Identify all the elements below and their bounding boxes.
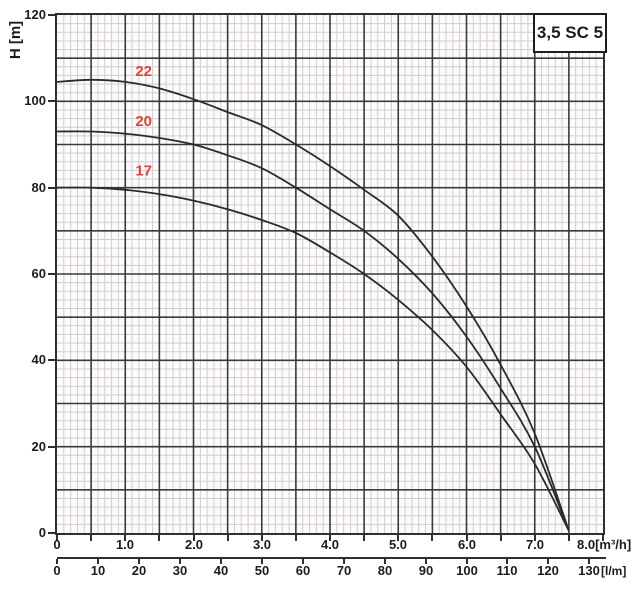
x2-tick-label: 20 [131,563,147,578]
x1-tick [363,535,365,541]
y-tick-label: 60 [31,266,46,281]
y-tick [48,446,57,448]
x1-tick-label: 7.0 [525,537,545,552]
x1-tick [534,535,536,541]
x2-tick [220,559,222,564]
x-axis-lmin-line [57,557,606,559]
y-tick-label: 120 [24,7,46,22]
x2-tick [343,559,345,564]
x2-tick-label: 10 [90,563,106,578]
y-tick [48,359,57,361]
x2-tick-label: 50 [254,563,270,578]
curve-22 [57,78,570,532]
y-tick-label: 0 [38,525,46,540]
curve-17 [57,186,570,532]
x2-tick-label: 0 [53,563,61,578]
curve-20 [57,130,570,532]
curve-label-22: 22 [135,63,152,80]
x1-tick-label: 2.0 [184,537,204,552]
x1-tick-label: 0 [53,537,61,552]
x1-tick [124,535,126,541]
x1-tick [397,535,399,541]
plot-area: 22 20 17 [55,13,605,535]
x1-tick [56,535,58,541]
x2-tick-label: 80 [377,563,393,578]
x2-tick-label: 100 [456,563,478,578]
x2-tick [466,559,468,564]
y-tick-label: 20 [31,439,46,454]
x1-tick [466,535,468,541]
x2-tick [547,559,549,564]
x2-tick [302,559,304,564]
x2-tick [425,559,427,564]
x1-tick [295,535,297,541]
x1-tick [227,535,229,541]
x2-tick [56,559,58,564]
curve-label-20: 20 [135,113,152,130]
x1-tick [90,535,92,541]
x2-tick-label: 70 [336,563,352,578]
y-tick-label: 80 [31,180,46,195]
x1-tick-label: 5.0 [388,537,408,552]
x1-tick [329,535,331,541]
x2-tick [261,559,263,564]
x2-tick [138,559,140,564]
x1-tick [568,535,570,541]
y-tick [48,100,57,102]
x2-tick-label: 130 [578,563,600,578]
curves-svg: 22 20 17 [57,15,603,533]
x2-tick-label: 110 [496,563,518,578]
x1-tick [602,535,604,541]
y-tick [48,532,57,534]
x1-tick-label: 6.0 [457,537,477,552]
x2-tick-label: 120 [537,563,559,578]
y-tick [48,273,57,275]
x1-tick-label-with-unit: 8.0[m³/h] [577,537,632,552]
x1-tick [500,535,502,541]
x1-tick [193,535,195,541]
x2-tick [506,559,508,564]
y-tick-label: 100 [24,93,46,108]
x2-tick-label: 40 [213,563,229,578]
y-tick-label: 40 [31,352,46,367]
x1-tick [261,535,263,541]
x2-tick-label: 60 [295,563,311,578]
pump-model-title: 3,5 SC 5 [533,13,607,53]
x1-tick-label: 4.0 [320,537,340,552]
x2-tick [588,559,590,564]
x1-tick [431,535,433,541]
x2-tick-label: 30 [172,563,188,578]
y-tick [48,14,57,16]
x-axis-lmin-unit: [l/m] [601,564,627,578]
x2-tick-label: 90 [418,563,434,578]
x1-tick-label: 3.0 [252,537,272,552]
x2-tick [384,559,386,564]
x1-tick [158,535,160,541]
x1-tick-label: 1.0 [115,537,135,552]
x2-tick [179,559,181,564]
x2-tick [97,559,99,564]
y-tick [48,187,57,189]
curve-label-17: 17 [135,162,152,179]
